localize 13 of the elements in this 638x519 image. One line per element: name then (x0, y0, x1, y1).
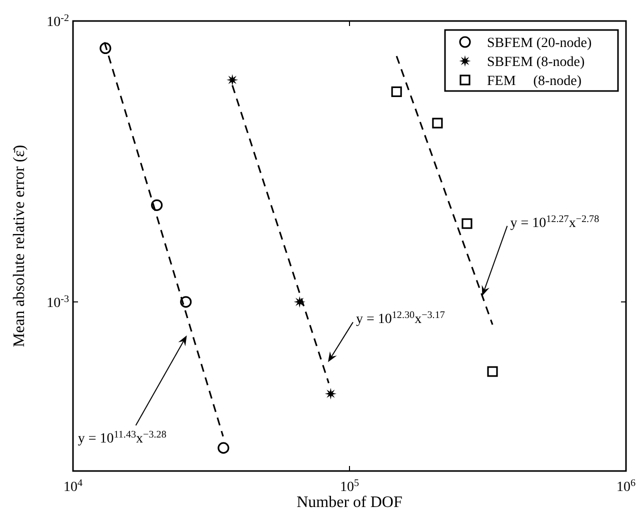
annotation: y = 10$^{12.27}$x$^{−2.78}$ (510, 213, 600, 231)
x-tick-label: 10$^{5}$ (340, 478, 360, 495)
legend-label: SBFEM (20-node) (487, 36, 592, 51)
annotation: y = 10$^{12.30}$x$^{−3.17}$ (356, 310, 445, 328)
legend-label: SBFEM (8-node) (487, 55, 585, 70)
legend-label: FEM (8-node) (487, 74, 582, 89)
x-tick-label: 10$^{6}$ (616, 478, 636, 495)
annotation: y = 10$^{11.43}$x$^{−3.28}$ (78, 428, 166, 446)
y-tick-label: 10$^{-3}$ (46, 293, 69, 311)
x-axis-title: Number of DOF (296, 494, 402, 511)
y-tick-label: 10$^{-2}$ (46, 12, 69, 30)
y-axis-title: Mean absolute relative error (ε̄) (11, 144, 28, 348)
x-tick-label: 10$^{4}$ (63, 478, 83, 495)
